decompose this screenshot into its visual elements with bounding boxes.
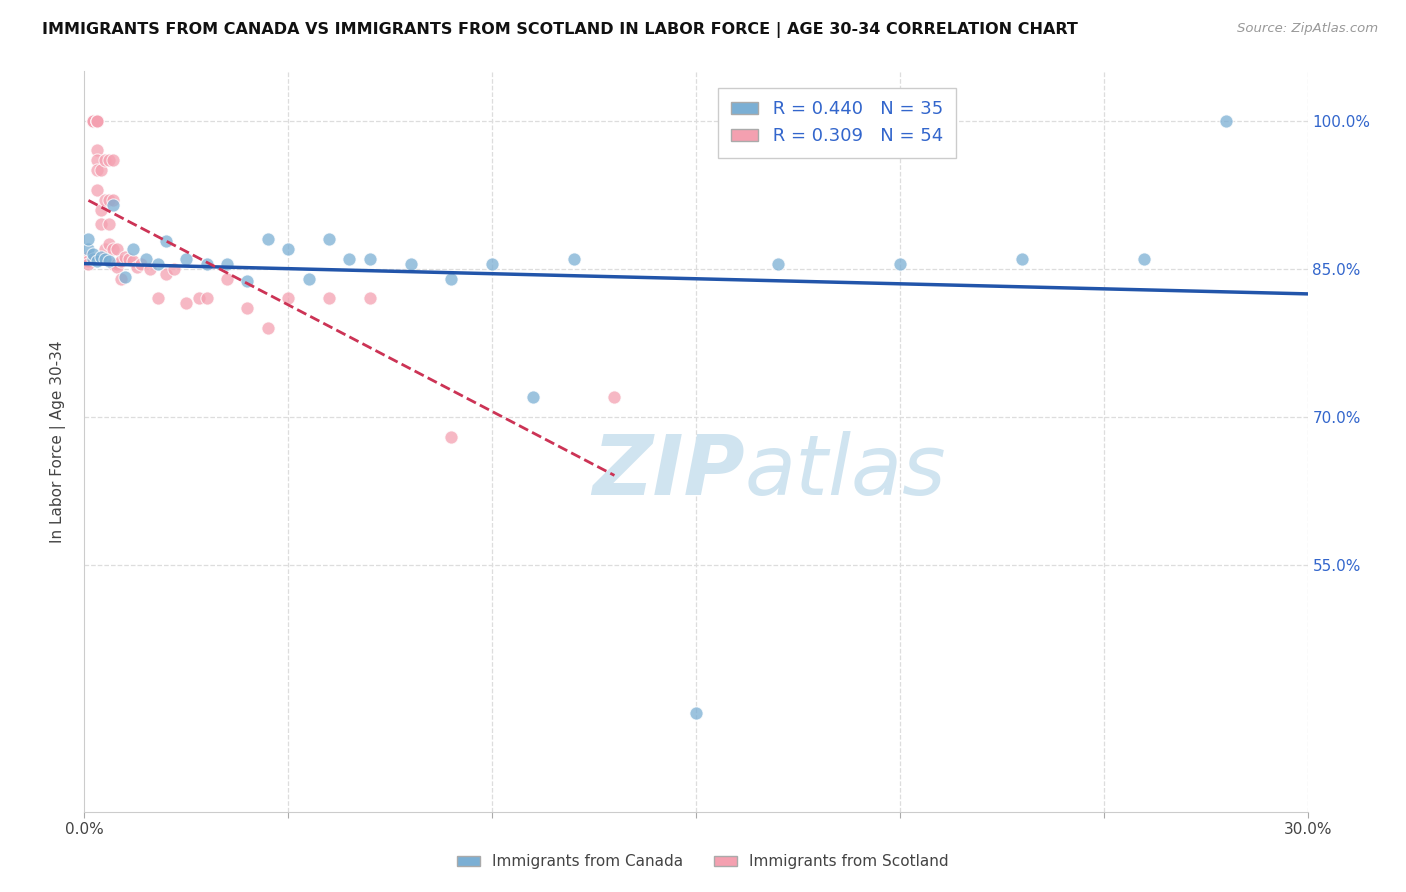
Point	[77, 232, 100, 246]
Point	[1011, 252, 1033, 266]
Point	[105, 260, 128, 274]
Point	[97, 253, 120, 268]
Point	[685, 706, 707, 720]
Point	[359, 252, 381, 266]
Point	[110, 253, 132, 268]
Point	[114, 250, 136, 264]
Point	[277, 242, 299, 256]
Point	[101, 242, 124, 256]
Point	[82, 113, 104, 128]
Point	[101, 197, 124, 211]
Point	[97, 218, 120, 232]
Point	[93, 252, 115, 266]
Point	[277, 292, 299, 306]
Point	[257, 232, 280, 246]
Point	[481, 257, 503, 271]
Point	[110, 271, 132, 285]
Point	[93, 193, 115, 207]
Point	[298, 271, 321, 285]
Point	[766, 257, 789, 271]
Point	[86, 163, 108, 178]
Legend:  R = 0.440   N = 35,  R = 0.309   N = 54: R = 0.440 N = 35, R = 0.309 N = 54	[718, 87, 956, 158]
Point	[146, 257, 169, 271]
Point	[174, 252, 197, 266]
Point	[889, 257, 911, 271]
Point	[77, 242, 100, 256]
Text: Source: ZipAtlas.com: Source: ZipAtlas.com	[1237, 22, 1378, 36]
Point	[236, 301, 259, 316]
Point	[90, 163, 112, 178]
Point	[82, 113, 104, 128]
Point	[82, 247, 104, 261]
Point	[77, 253, 100, 268]
Point	[127, 260, 149, 274]
Point	[93, 153, 115, 168]
Point	[146, 292, 169, 306]
Point	[77, 257, 100, 271]
Point	[77, 250, 100, 264]
Point	[86, 144, 108, 158]
Point	[82, 113, 104, 128]
Point	[318, 232, 340, 246]
Point	[82, 252, 104, 266]
Point	[122, 253, 145, 268]
Legend: Immigrants from Canada, Immigrants from Scotland: Immigrants from Canada, Immigrants from …	[451, 848, 955, 875]
Point	[122, 242, 145, 256]
Point	[217, 271, 239, 285]
Point	[359, 292, 381, 306]
Point	[86, 113, 108, 128]
Point	[101, 257, 124, 271]
Point	[217, 257, 239, 271]
Point	[562, 252, 585, 266]
Point	[440, 429, 463, 443]
Point	[93, 242, 115, 256]
Point	[522, 390, 544, 404]
Point	[97, 153, 120, 168]
Point	[86, 183, 108, 197]
Point	[105, 257, 128, 271]
Point	[155, 234, 177, 248]
Point	[90, 218, 112, 232]
Text: ZIP: ZIP	[592, 431, 745, 512]
Point	[131, 257, 153, 271]
Point	[236, 274, 259, 288]
Point	[1133, 252, 1156, 266]
Point	[339, 252, 361, 266]
Point	[86, 113, 108, 128]
Point	[440, 271, 463, 285]
Point	[603, 390, 626, 404]
Point	[114, 269, 136, 284]
Point	[105, 242, 128, 256]
Point	[187, 292, 209, 306]
Point	[82, 113, 104, 128]
Point	[90, 250, 112, 264]
Point	[138, 261, 160, 276]
Point	[155, 267, 177, 281]
Point	[1215, 113, 1237, 128]
Point	[195, 292, 218, 306]
Point	[257, 321, 280, 335]
Point	[86, 113, 108, 128]
Point	[101, 193, 124, 207]
Point	[101, 153, 124, 168]
Point	[174, 296, 197, 310]
Point	[82, 113, 104, 128]
Point	[118, 252, 141, 266]
Text: atlas: atlas	[745, 431, 946, 512]
Point	[90, 202, 112, 217]
Point	[97, 193, 120, 207]
Point	[86, 153, 108, 168]
Y-axis label: In Labor Force | Age 30-34: In Labor Force | Age 30-34	[49, 340, 66, 543]
Point	[86, 253, 108, 268]
Point	[318, 292, 340, 306]
Point	[163, 261, 186, 276]
Text: IMMIGRANTS FROM CANADA VS IMMIGRANTS FROM SCOTLAND IN LABOR FORCE | AGE 30-34 CO: IMMIGRANTS FROM CANADA VS IMMIGRANTS FRO…	[42, 22, 1078, 38]
Point	[135, 252, 157, 266]
Point	[97, 237, 120, 252]
Point	[399, 257, 422, 271]
Point	[195, 257, 218, 271]
